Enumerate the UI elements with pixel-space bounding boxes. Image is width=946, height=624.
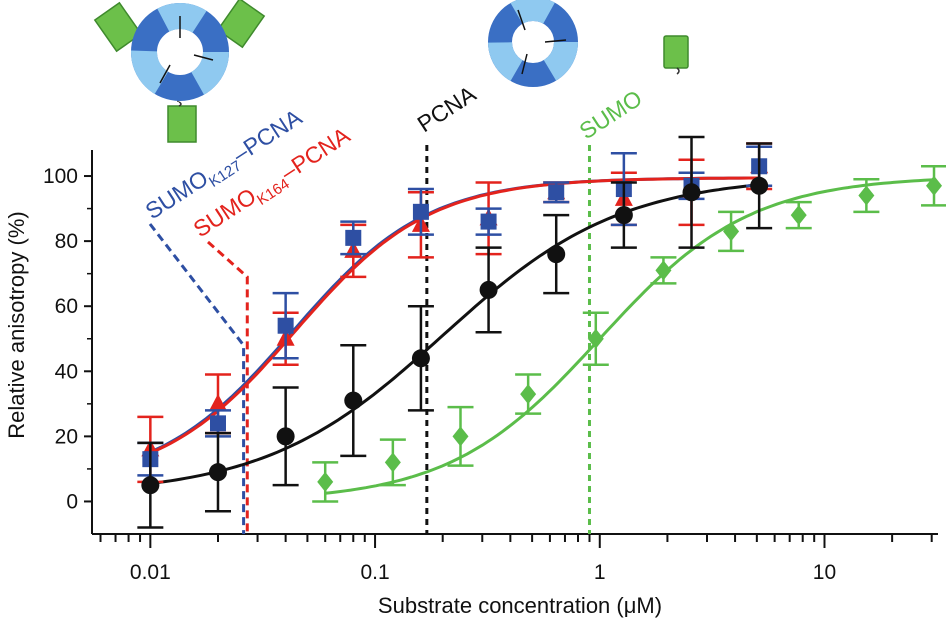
data-point xyxy=(345,229,362,246)
series-label-sumo: SUMO xyxy=(575,85,647,144)
sumo-protein-illustration xyxy=(663,35,689,75)
data-point xyxy=(547,245,566,264)
data-point xyxy=(655,260,672,281)
data-point xyxy=(452,426,469,447)
data-point xyxy=(412,203,429,220)
x-tick-label: 0.1 xyxy=(360,561,389,584)
data-point xyxy=(411,349,430,368)
sumo-pcna-ring-illustration xyxy=(93,0,266,143)
data-point xyxy=(548,184,565,201)
y-tick-label: 20 xyxy=(55,425,78,448)
data-point xyxy=(926,175,943,196)
data-point xyxy=(750,176,769,195)
y-tick-label: 0 xyxy=(66,490,78,513)
data-point xyxy=(614,206,633,225)
x-tick-label: 10 xyxy=(813,561,836,584)
data-point xyxy=(384,452,401,473)
data-point xyxy=(208,393,227,411)
y-tick-label: 100 xyxy=(43,165,78,188)
data-point xyxy=(209,415,226,432)
x-axis-title: Substrate concentration (μM) xyxy=(378,593,662,618)
data-point xyxy=(790,205,807,226)
data-point xyxy=(520,384,537,405)
ec50-marker-sumo-k127-pcna xyxy=(148,223,246,534)
fit-curve-sumo-k164-pcna xyxy=(149,176,760,455)
y-axis-title: Relative anisotropy (%) xyxy=(4,211,29,438)
axes: 0.01 0.1 1 10 0 20 40 60 80 100 xyxy=(43,150,938,584)
fit-curve-sumo xyxy=(325,178,935,495)
data-point xyxy=(344,391,363,410)
y-tick-label: 60 xyxy=(55,295,78,318)
data-point xyxy=(858,185,875,206)
data-point xyxy=(277,317,294,334)
x-tick-label: 0.01 xyxy=(130,561,171,584)
y-tick-label: 80 xyxy=(55,230,78,253)
x-tick-label: 1 xyxy=(594,561,606,584)
data-point xyxy=(141,476,160,495)
data-point xyxy=(208,463,227,482)
fit-curve-pcna xyxy=(150,183,760,486)
data-point xyxy=(587,328,604,349)
data-point xyxy=(317,471,334,492)
ec50-marker-sumo-k164-pcna xyxy=(207,240,249,534)
series-label-pcna: PCNA xyxy=(413,80,481,137)
fit-curve-sumo-k127-pcna xyxy=(149,176,760,454)
data-point xyxy=(723,221,740,242)
data-point xyxy=(276,427,295,446)
data-point xyxy=(480,213,497,230)
series-pcna xyxy=(137,135,773,529)
series-sumo xyxy=(312,165,946,503)
data-point xyxy=(682,183,701,202)
data-point xyxy=(479,280,498,299)
pcna-ring-illustration xyxy=(488,0,578,87)
y-tick-label: 40 xyxy=(55,360,78,383)
